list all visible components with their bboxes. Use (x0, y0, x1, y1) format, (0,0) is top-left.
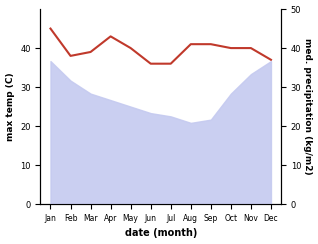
Y-axis label: max temp (C): max temp (C) (5, 72, 15, 141)
X-axis label: date (month): date (month) (125, 228, 197, 238)
Y-axis label: med. precipitation (kg/m2): med. precipitation (kg/m2) (303, 38, 313, 175)
